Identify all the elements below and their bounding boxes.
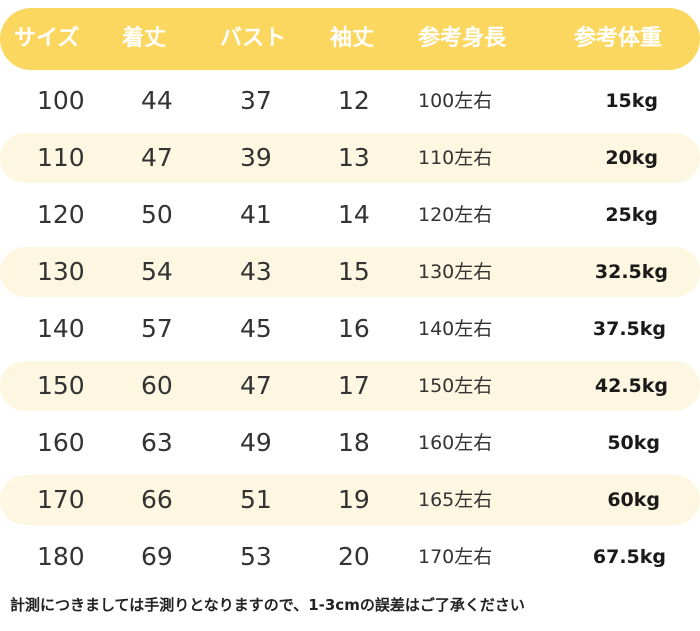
table-row: 130 54 43 15 130左右 32.5kg (0, 247, 700, 297)
cell-ref-height: 100左右 (418, 90, 493, 112)
cell-length: 47 (141, 143, 173, 172)
cell-length: 50 (141, 200, 173, 229)
cell-bust: 41 (240, 200, 272, 229)
measurement-note: 計測につきましては手測りとなりますので、1-3cmの誤差はご了承ください (10, 596, 525, 614)
cell-length: 66 (141, 485, 173, 514)
cell-bust: 43 (240, 257, 272, 286)
header-bust: バスト (220, 26, 287, 51)
cell-size: 140 (37, 314, 85, 343)
cell-ref-weight: 20kg (605, 147, 658, 169)
cell-ref-height: 140左右 (418, 318, 493, 340)
cell-length: 54 (141, 257, 173, 286)
cell-ref-height: 110左右 (418, 147, 493, 169)
header-sleeve: 袖丈 (330, 26, 375, 51)
cell-sleeve: 12 (338, 86, 370, 115)
cell-ref-height: 160左右 (418, 432, 493, 454)
cell-length: 57 (141, 314, 173, 343)
cell-sleeve: 13 (338, 143, 370, 172)
table-header: サイズ 着丈 バスト 袖丈 参考身長 参考体重 (0, 8, 700, 70)
cell-ref-weight: 37.5kg (592, 318, 666, 340)
table-row: 120 50 41 14 120左右 25kg (0, 190, 700, 240)
cell-bust: 37 (240, 86, 272, 115)
table-row: 110 47 39 13 110左右 20kg (0, 133, 700, 183)
cell-ref-weight: 50kg (607, 432, 660, 454)
cell-sleeve: 19 (338, 485, 370, 514)
cell-size: 150 (37, 371, 85, 400)
cell-ref-weight: 25kg (605, 204, 658, 226)
cell-ref-height: 130左右 (418, 261, 493, 283)
cell-sleeve: 17 (338, 371, 370, 400)
cell-ref-weight: 42.5kg (594, 375, 668, 397)
cell-ref-weight: 32.5kg (594, 261, 668, 283)
cell-bust: 53 (240, 542, 272, 571)
cell-ref-height: 170左右 (418, 546, 493, 568)
cell-length: 44 (141, 86, 173, 115)
table-row: 180 69 53 20 170左右 67.5kg (0, 532, 700, 582)
table-row: 170 66 51 19 165左右 60kg (0, 475, 700, 525)
header-size: サイズ (14, 26, 80, 51)
table-row: 100 44 37 12 100左右 15kg (0, 76, 700, 126)
cell-bust: 47 (240, 371, 272, 400)
header-ref-weight: 参考体重 (574, 26, 663, 51)
cell-bust: 39 (240, 143, 272, 172)
table-row: 150 60 47 17 150左右 42.5kg (0, 361, 700, 411)
cell-size: 120 (37, 200, 85, 229)
cell-ref-weight: 60kg (607, 489, 660, 511)
header-length: 着丈 (122, 26, 167, 51)
cell-size: 180 (37, 542, 85, 571)
cell-size: 110 (37, 143, 85, 172)
cell-size: 160 (37, 428, 85, 457)
cell-sleeve: 18 (338, 428, 370, 457)
table-row: 160 63 49 18 160左右 50kg (0, 418, 700, 468)
cell-length: 60 (141, 371, 173, 400)
table-row: 140 57 45 16 140左右 37.5kg (0, 304, 700, 354)
cell-ref-weight: 15kg (605, 90, 658, 112)
header-ref-height: 参考身長 (418, 26, 507, 51)
cell-bust: 49 (240, 428, 272, 457)
cell-ref-weight: 67.5kg (592, 546, 666, 568)
cell-sleeve: 14 (338, 200, 370, 229)
cell-sleeve: 16 (338, 314, 370, 343)
cell-ref-height: 120左右 (418, 204, 493, 226)
cell-bust: 51 (240, 485, 272, 514)
cell-ref-height: 150左右 (418, 375, 493, 397)
cell-length: 69 (141, 542, 173, 571)
cell-size: 100 (37, 86, 85, 115)
cell-size: 130 (37, 257, 85, 286)
cell-bust: 45 (240, 314, 272, 343)
cell-sleeve: 15 (338, 257, 370, 286)
cell-sleeve: 20 (338, 542, 370, 571)
cell-size: 170 (37, 485, 85, 514)
cell-ref-height: 165左右 (418, 489, 493, 511)
cell-length: 63 (141, 428, 173, 457)
